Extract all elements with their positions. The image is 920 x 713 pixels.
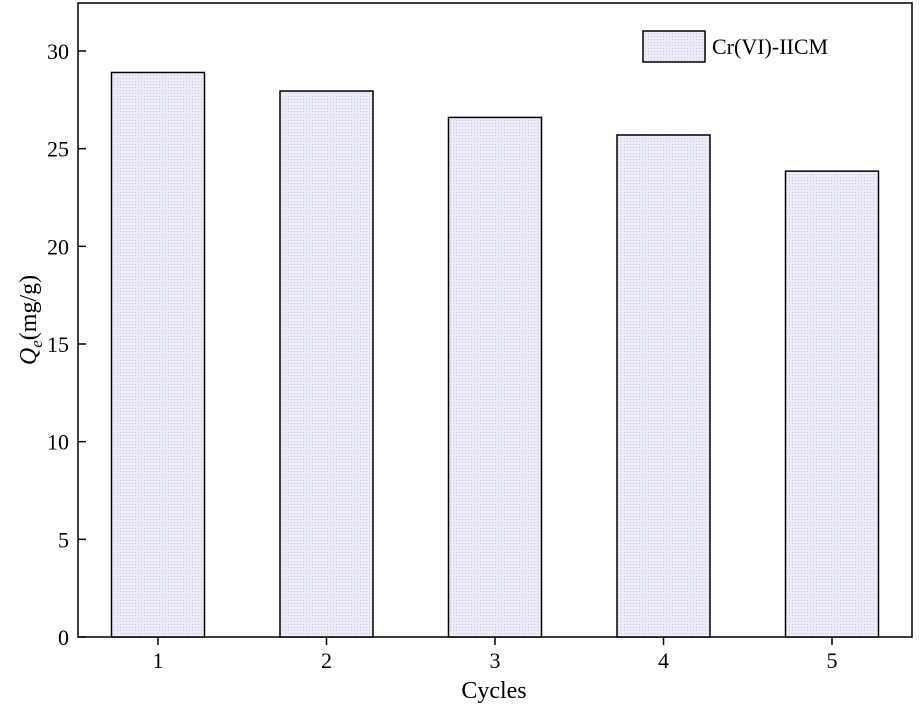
y-tick-label: 10 [47, 430, 69, 455]
bar-cycle-5 [784, 170, 880, 638]
bar-cycle-2 [279, 90, 374, 638]
x-axis: 1 2 3 4 5 [153, 637, 838, 673]
bar-cycle-3 [447, 116, 543, 638]
y-axis: 0 5 10 15 20 25 30 [47, 39, 86, 650]
y-tick-label: 15 [47, 332, 69, 357]
y-tick-label: 5 [58, 527, 69, 552]
bar-cycle-1 [110, 71, 206, 638]
legend-swatch [642, 30, 706, 63]
y-axis-label: Qe(mg/g) [16, 275, 46, 365]
bar-cycle-4 [616, 134, 711, 638]
y-tick-label: 0 [58, 625, 69, 650]
x-tick-label: 5 [827, 648, 838, 673]
y-axis-label-unit: (mg/g) [16, 275, 42, 340]
y-tick-label: 25 [47, 137, 69, 162]
legend: Cr(VI)-IICM [642, 30, 828, 63]
bars-group [110, 71, 880, 638]
y-axis-label-subscript: e [27, 340, 46, 348]
x-tick-label: 1 [153, 648, 164, 673]
y-tick-label: 20 [47, 234, 69, 259]
x-tick-label: 4 [658, 648, 669, 673]
y-axis-label-main: Q [16, 348, 42, 365]
x-axis-label: Cycles [461, 678, 526, 704]
y-tick-label: 30 [47, 39, 69, 64]
x-tick-label: 3 [490, 648, 501, 673]
legend-label: Cr(VI)-IICM [712, 34, 828, 59]
x-tick-label: 2 [321, 648, 332, 673]
